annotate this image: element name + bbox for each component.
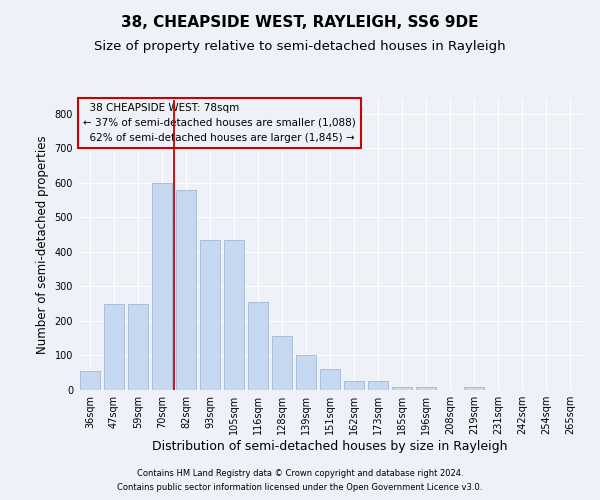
Bar (464, 386, 484, 390)
Bar (296, 356, 316, 390)
Bar (416, 386, 436, 390)
Bar (272, 336, 292, 390)
Bar (176, 190, 196, 390)
Bar (248, 302, 268, 390)
Bar (128, 304, 148, 390)
Bar (320, 370, 340, 390)
Bar (80, 371, 100, 390)
Y-axis label: Number of semi-detached properties: Number of semi-detached properties (36, 136, 49, 354)
Text: Contains HM Land Registry data © Crown copyright and database right 2024.: Contains HM Land Registry data © Crown c… (137, 468, 463, 477)
Text: 38, CHEAPSIDE WEST, RAYLEIGH, SS6 9DE: 38, CHEAPSIDE WEST, RAYLEIGH, SS6 9DE (121, 15, 479, 30)
Bar (200, 240, 220, 390)
Bar (392, 386, 412, 390)
Bar (152, 183, 172, 390)
Bar (104, 304, 124, 390)
Bar (224, 240, 244, 390)
Text: Size of property relative to semi-detached houses in Rayleigh: Size of property relative to semi-detach… (94, 40, 506, 53)
Text: Contains public sector information licensed under the Open Government Licence v3: Contains public sector information licen… (118, 484, 482, 492)
Bar (344, 382, 364, 390)
Text: 38 CHEAPSIDE WEST: 78sqm  
← 37% of semi-detached houses are smaller (1,088)
  6: 38 CHEAPSIDE WEST: 78sqm ← 37% of semi-d… (83, 103, 356, 142)
X-axis label: Distribution of semi-detached houses by size in Rayleigh: Distribution of semi-detached houses by … (152, 440, 508, 453)
Bar (368, 382, 388, 390)
